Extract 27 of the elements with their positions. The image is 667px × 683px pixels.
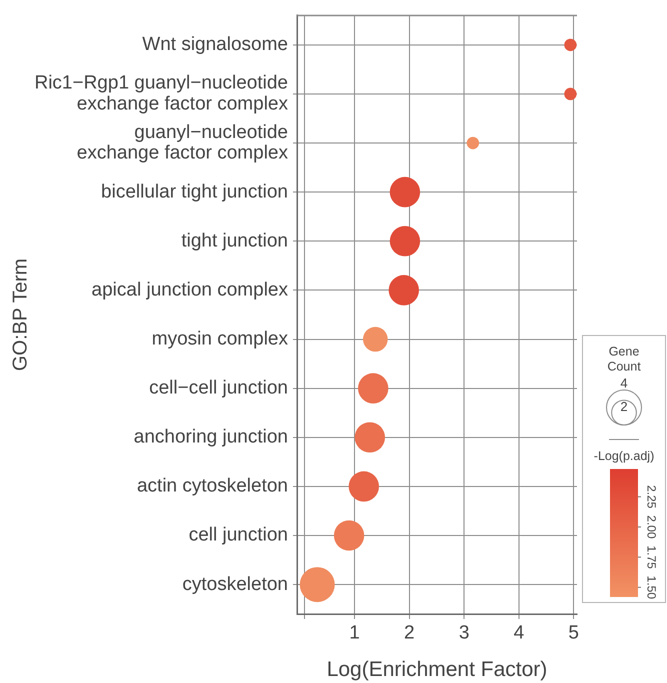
color-bar-title: -Log(p.adj) [594, 448, 654, 463]
x-tick-label: 1 [349, 622, 360, 644]
y-tick-label: guanyl−nucleotide exchange factor complex [76, 122, 288, 164]
y-tick-label: anchoring junction [134, 426, 288, 448]
legend-label: 2 [620, 398, 628, 414]
x-tick-label: 5 [568, 622, 579, 644]
color-bar-label: 1.75 [644, 545, 659, 570]
y-tick-label: cell junction [188, 524, 288, 546]
y-tick-label: myosin complex [152, 328, 288, 350]
x-tick-label: 4 [514, 622, 525, 644]
x-tick-label: 3 [458, 622, 470, 644]
y-tick-label: cytoskeleton [182, 574, 288, 595]
y-tick-label: Ric1−Rgp1 guanyl−nucleotide exchange factor complex [34, 72, 288, 115]
y-tick-label: bicellular tight junction [101, 181, 288, 202]
legend-label: 4 [620, 376, 628, 391]
color-bar-label: 2.25 [644, 485, 659, 509]
y-tick-label: apical junction complex [92, 279, 288, 300]
y-tick-label: Wnt signalosome [142, 34, 288, 56]
legend-title: Gene Count [607, 344, 642, 374]
y-tick-label: actin cytoskeleton [136, 476, 288, 497]
color-bar-label: 2.00 [644, 515, 659, 539]
y-axis-title: GO:BP Term [10, 258, 32, 372]
x-tick-label: 2 [404, 622, 415, 644]
x-axis-title: Log(Enrichment Factor) [326, 658, 548, 682]
y-tick-label: tight junction [181, 230, 288, 252]
color-bar-label: 1.50 [644, 576, 659, 600]
y-tick-label: cell−cell junction [149, 378, 288, 399]
